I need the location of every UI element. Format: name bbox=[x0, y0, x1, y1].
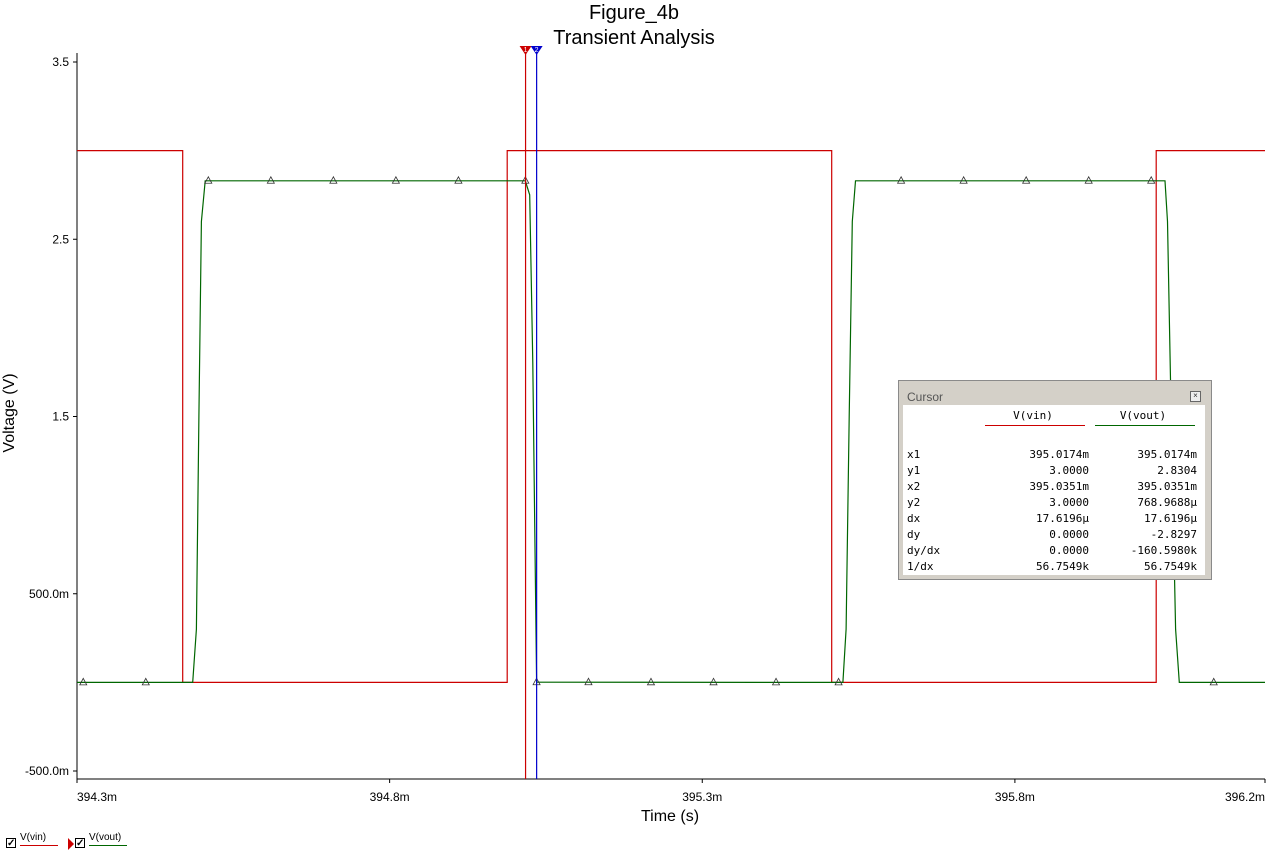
y-tick-label: 1.5 bbox=[52, 410, 69, 424]
cursor-id-label: 2 bbox=[535, 47, 539, 54]
cursor-row-y2: y2 3.0000 768.9688μ bbox=[907, 496, 1201, 512]
cursor-row-label: dy/dx bbox=[907, 544, 941, 557]
cursor-row-1-dx: 1/dx 56.7549k 56.7549k bbox=[907, 560, 1201, 576]
cursor-flag-icon-1 bbox=[519, 46, 532, 55]
cursor-row-vin-value: 56.7549k bbox=[1036, 560, 1089, 573]
cursor-row-vout-value: -160.5980k bbox=[1130, 544, 1197, 557]
cursor-row-vout-value: 768.9688μ bbox=[1137, 496, 1197, 509]
data-point-marker bbox=[454, 175, 463, 184]
cursor-row-x1: x1 395.0174m 395.0174m bbox=[907, 448, 1201, 464]
column-underline-vout bbox=[1095, 425, 1195, 426]
cursor-row-label: 1/dx bbox=[907, 560, 934, 573]
x-tick-label: 395.8m bbox=[995, 790, 1035, 804]
legend-checkbox-vin[interactable]: ✓ bbox=[6, 838, 16, 849]
cursor-row-label: y1 bbox=[907, 464, 921, 477]
x-tick-label: 394.3m bbox=[77, 790, 117, 804]
data-point-marker bbox=[959, 175, 968, 184]
cursor-row-vout-value: 395.0351m bbox=[1137, 480, 1197, 493]
x-tick-label: 396.2m bbox=[1225, 790, 1265, 804]
tick-layer: 3.5 2.5 1.5 500.0m -500.0m 394.3m 394.8m 395.3m… bbox=[25, 55, 1266, 804]
data-point-marker bbox=[1021, 175, 1031, 184]
cursor-row-vout-value: 395.0174m bbox=[1137, 448, 1197, 461]
cursor-row-vin-value: 0.0000 bbox=[1049, 544, 1089, 557]
data-point-marker bbox=[646, 677, 656, 686]
y-tick-label: -500.0m bbox=[25, 764, 69, 778]
close-box-icon[interactable]: × bbox=[1190, 391, 1201, 402]
y-tick-label: 2.5 bbox=[52, 232, 69, 246]
column-underline-vin bbox=[985, 425, 1085, 426]
data-point-marker bbox=[1147, 175, 1156, 184]
y-axis-label: Voltage (V) bbox=[1, 373, 18, 453]
cursor-row-vin-value: 3.0000 bbox=[1049, 464, 1089, 477]
data-point-marker bbox=[1084, 175, 1093, 184]
data-point-marker bbox=[391, 175, 401, 184]
cursor-row-dx: dx 17.6196μ 17.6196μ bbox=[907, 512, 1201, 528]
column-header-vout: V(vout) bbox=[1119, 409, 1167, 422]
cursor-row-label: x2 bbox=[907, 480, 921, 493]
data-point-marker bbox=[79, 677, 88, 686]
cursor-row-label: dx bbox=[907, 512, 921, 525]
legend-label-vin: V(vin) bbox=[20, 832, 47, 843]
cursor-row-vin-value: 3.0000 bbox=[1049, 496, 1089, 509]
column-header-vin: V(vin) bbox=[1013, 409, 1053, 422]
data-point-marker bbox=[584, 677, 593, 686]
cursor-panel-title: Cursor bbox=[907, 390, 944, 404]
cursor-row-vin-value: 17.6196μ bbox=[1036, 512, 1089, 525]
cursor-row-vout-value: 17.6196μ bbox=[1144, 512, 1197, 525]
cursor-row-vout-value: 56.7549k bbox=[1144, 560, 1197, 573]
data-point-marker bbox=[771, 677, 781, 686]
data-point-marker bbox=[834, 677, 843, 686]
cursor-row-label: dy bbox=[907, 528, 921, 541]
legend-line-vin bbox=[20, 845, 58, 846]
data-point-marker bbox=[204, 175, 213, 184]
data-point-marker bbox=[896, 175, 906, 184]
cursor-row-x2: x2 395.0351m 395.0351m bbox=[907, 480, 1201, 496]
cursor-row-dy: dy 0.0000 -2.8297 bbox=[907, 528, 1201, 544]
cursor-row-vin-value: 395.0351m bbox=[1029, 480, 1089, 493]
y-tick-label: 500.0m bbox=[29, 587, 69, 601]
data-point-marker bbox=[709, 677, 718, 686]
data-point-marker bbox=[266, 175, 276, 184]
cursor-row-vin-value: 395.0174m bbox=[1029, 448, 1089, 461]
cursor-row-vout-value: 2.8304 bbox=[1157, 464, 1197, 477]
legend-line-vout bbox=[89, 845, 127, 846]
cursor-panel[interactable]: Cursor × V(vin) V(vout) x1 395.0174m 395.0… bbox=[898, 380, 1212, 580]
x-axis-label: Time (s) bbox=[640, 808, 700, 825]
cursor-id-label: 1 bbox=[524, 47, 528, 54]
cursor-row-y1: y1 3.0000 2.8304 bbox=[907, 464, 1201, 480]
chart-subtitle: Transient Analysis bbox=[553, 27, 715, 49]
y-tick-label: 3.5 bbox=[52, 55, 69, 69]
cursor-row-vin-value: 0.0000 bbox=[1049, 528, 1089, 541]
data-point-marker bbox=[329, 175, 338, 184]
cursor-row-dy-dx: dy/dx 0.0000 -160.5980k bbox=[907, 544, 1201, 560]
cursor-flag-icon-2 bbox=[530, 46, 543, 55]
series-line-vout bbox=[77, 180, 1265, 684]
chart-title: Figure_4b bbox=[588, 2, 680, 24]
legend-checkbox-vout[interactable]: ✓ bbox=[75, 838, 85, 849]
flag-icon bbox=[68, 838, 74, 850]
cursor-table: V(vin) V(vout) x1 395.0174m 395.0174m y1 3.0… bbox=[903, 405, 1205, 575]
legend-label-vout: V(vout) bbox=[89, 832, 122, 843]
data-point-marker bbox=[1209, 677, 1218, 686]
cursor-row-label: y2 bbox=[907, 496, 921, 509]
cursor-row-label: x1 bbox=[907, 448, 921, 461]
cursor-row-vout-value: -2.8297 bbox=[1150, 528, 1197, 541]
x-tick-label: 395.3m bbox=[682, 790, 722, 804]
data-point-marker bbox=[141, 677, 150, 686]
x-tick-label: 394.8m bbox=[370, 790, 410, 804]
